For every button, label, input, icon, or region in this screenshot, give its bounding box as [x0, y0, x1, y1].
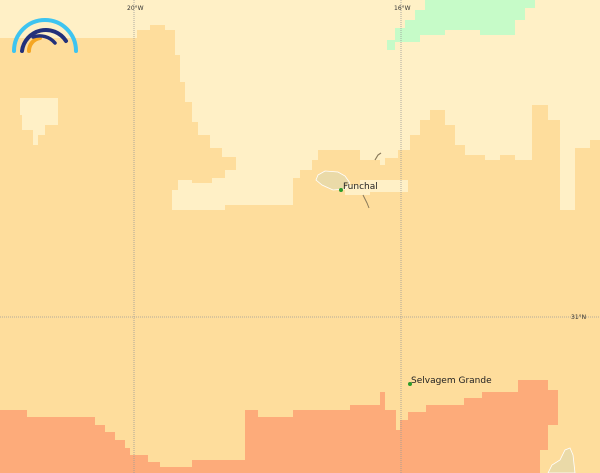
madeira-island [315, 170, 351, 191]
warm-zone [0, 380, 558, 473]
pale-zone [20, 98, 58, 145]
pale-zone [0, 0, 600, 210]
place-label-selvagem[interactable]: Selvagem Grande [411, 376, 492, 386]
canary-land [547, 447, 576, 473]
lat-label-31n: 31°N [571, 314, 586, 321]
place-marker-funchal[interactable] [339, 188, 343, 192]
cool-zone [387, 0, 535, 50]
porto-santo-island [374, 152, 382, 161]
lon-label-20w: 20°W [127, 5, 144, 12]
place-marker-selvagem[interactable] [408, 382, 412, 386]
desertas-islands [362, 194, 370, 209]
lon-label-16w: 16°W [394, 5, 411, 12]
pale-zone [345, 180, 408, 195]
rainbow-arc-logo [12, 18, 78, 53]
place-label-funchal[interactable]: Funchal [343, 182, 378, 192]
